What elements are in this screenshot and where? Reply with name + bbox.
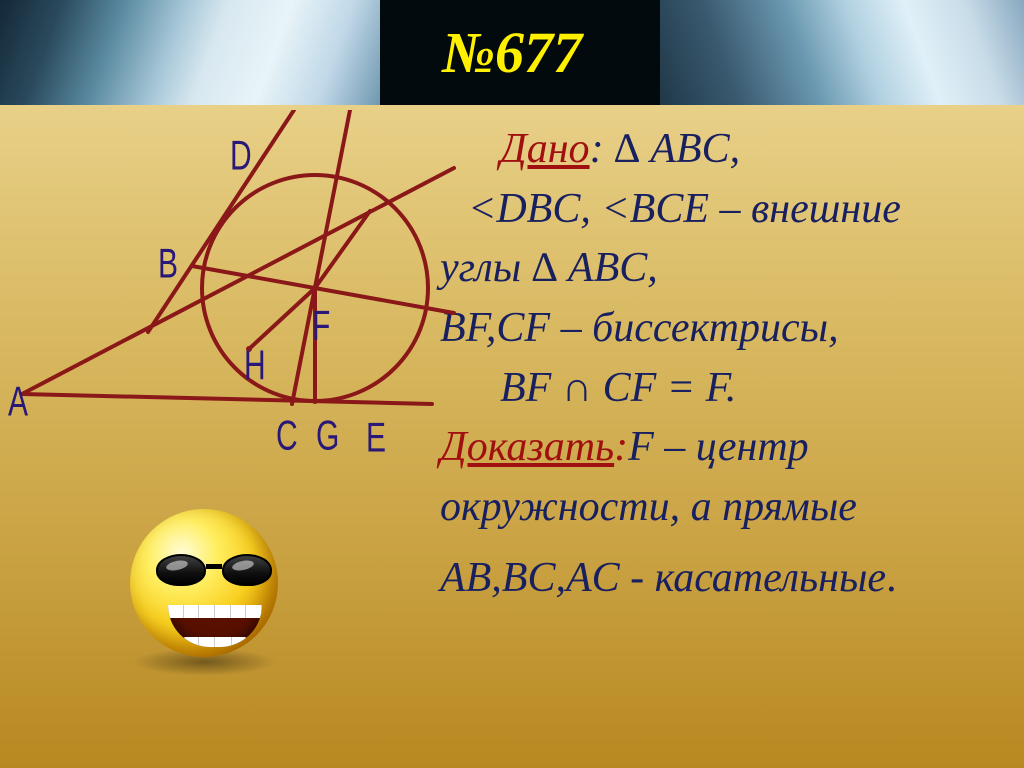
point-label-B: B xyxy=(158,241,178,289)
point-label-E: E xyxy=(366,415,386,463)
given-line-5: BF ∩ CF = F. xyxy=(440,359,1004,419)
header-bg-right xyxy=(660,0,1024,105)
prove-line-1: Доказать:F – центр xyxy=(440,418,1004,478)
given-rest-1: ∆ ABC, xyxy=(614,126,740,172)
given-colon: : xyxy=(590,126,615,172)
prove-rest-1: F – центр xyxy=(628,424,809,470)
point-label-F: F xyxy=(312,303,330,351)
prove-line-3: AB,BC,AC - касательные. xyxy=(440,549,1004,609)
left-column: A B C D E F G H xyxy=(0,105,440,768)
given-label: Дано xyxy=(500,126,590,172)
prove-line-2: окружности, а прямые xyxy=(440,478,1004,538)
slide-header: №677 xyxy=(0,0,1024,105)
header-bg-left xyxy=(0,0,380,105)
given-line-3: углы ∆ ABC, xyxy=(440,239,1004,299)
point-label-A: A xyxy=(8,379,28,427)
sunglasses-icon xyxy=(152,554,276,594)
slide-title: №677 xyxy=(442,19,582,86)
smiley-face xyxy=(130,509,278,657)
given-line-4: BF,CF – биссектрисы, xyxy=(440,299,1004,359)
point-label-H: H xyxy=(244,343,266,391)
prove-colon: : xyxy=(614,424,628,470)
smiley-mouth xyxy=(168,605,262,647)
point-label-C: C xyxy=(276,413,298,461)
given-line-1: Дано: ∆ ABC, xyxy=(440,120,1004,180)
given-line-2: <DBC, <BCE – внешние xyxy=(440,180,1004,240)
slide-body: A B C D E F G H Дано: xyxy=(0,105,1024,768)
prove-label: Доказать xyxy=(440,424,614,470)
smiley-emoji xyxy=(120,509,285,674)
problem-text: Дано: ∆ ABC, <DBC, <BCE – внешние углы ∆… xyxy=(440,105,1024,768)
point-label-G: G xyxy=(316,413,339,461)
point-label-D: D xyxy=(230,133,252,181)
